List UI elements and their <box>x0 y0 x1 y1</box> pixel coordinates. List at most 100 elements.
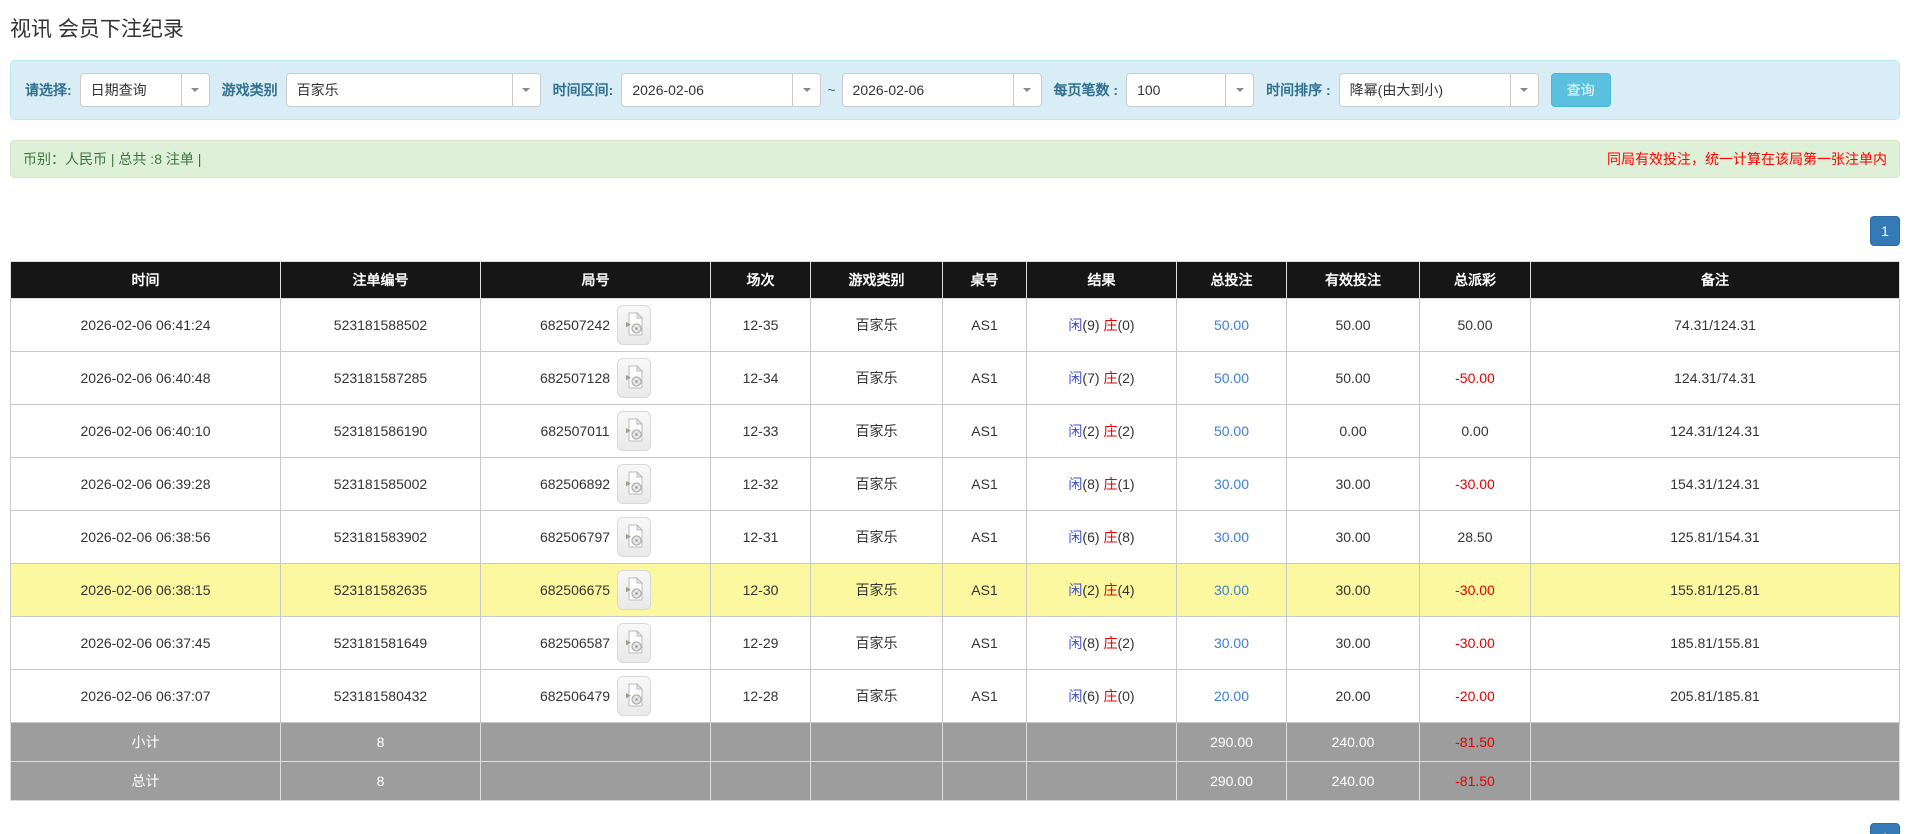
video-icon <box>624 523 644 551</box>
video-replay-button[interactable] <box>617 305 652 345</box>
cell-result: 闲(9) 庄(0) <box>1026 298 1177 352</box>
round-id-text: 682507011 <box>540 423 610 439</box>
cell-table-no: AS1 <box>942 351 1027 405</box>
result-player: 闲 <box>1068 423 1083 439</box>
round-id-text: 682506587 <box>539 635 611 651</box>
subtotal-row-cell <box>1530 722 1900 762</box>
cell-round-id: 682507128 <box>480 351 711 405</box>
cell-round-id: 682506587 <box>480 616 711 670</box>
round-id-text: 682507242 <box>539 317 611 333</box>
video-icon <box>624 682 644 710</box>
total-bet-link[interactable]: 50.00 <box>1213 370 1250 386</box>
total-bet-link[interactable]: 30.00 <box>1213 582 1250 598</box>
subtotal-row: 小计 8 290.00 240.00 -81.50 <box>10 722 1900 762</box>
page-size-select[interactable]: 100 <box>1126 73 1255 107</box>
cell-remark: 155.81/125.81 <box>1530 563 1900 617</box>
query-type-value: 日期查询 <box>90 82 147 98</box>
page: 视讯 会员下注纪录 请选择: 日期查询 游戏类别 百家乐 时间区间: 2026-… <box>0 16 1910 834</box>
chevron-down-icon <box>1012 74 1041 106</box>
table-row: 2026-02-06 06:37:07 523181580432 682506479… <box>10 669 1900 723</box>
total-row-cell: 240.00 <box>1286 761 1420 801</box>
result-banker: 庄 <box>1103 317 1118 333</box>
cell-total-bet: 30.00 <box>1176 616 1287 670</box>
cell-time: 2026-02-06 06:39:28 <box>10 457 281 511</box>
chevron-down-icon <box>180 74 209 106</box>
page-size-label: 每页笔数 : <box>1053 82 1119 98</box>
date-from-select[interactable]: 2026-02-06 <box>621 73 822 107</box>
cell-round-id: 682507242 <box>480 298 711 352</box>
chevron-down-icon <box>511 74 540 106</box>
cell-bet-id: 523181581649 <box>280 616 481 670</box>
cell-bet-id: 523181585002 <box>280 457 481 511</box>
cell-game-type: 百家乐 <box>810 563 943 617</box>
cell-table-no: AS1 <box>942 563 1027 617</box>
total-bet-link[interactable]: 30.00 <box>1213 476 1250 492</box>
cell-total-bet: 50.00 <box>1176 298 1287 352</box>
total-bet-link[interactable]: 30.00 <box>1213 529 1250 545</box>
total-row-cell <box>1026 761 1177 801</box>
total-bet-link[interactable]: 50.00 <box>1213 317 1250 333</box>
cell-result: 闲(7) 庄(2) <box>1026 351 1177 405</box>
query-type-label: 请选择: <box>25 82 72 98</box>
date-range-label: 时间区间: <box>552 82 614 98</box>
cell-round-id: 682506479 <box>480 669 711 723</box>
cell-total-bet: 30.00 <box>1176 510 1287 564</box>
chevron-down-icon <box>1509 74 1538 106</box>
round-id-text: 682506797 <box>539 529 611 545</box>
table-body: 2026-02-06 06:41:24 523181588502 682507242… <box>10 298 1900 801</box>
video-replay-button[interactable] <box>617 570 652 610</box>
total-row: 总计 8 290.00 240.00 -81.50 <box>10 761 1900 801</box>
cell-game-type: 百家乐 <box>810 351 943 405</box>
search-button[interactable]: 查询 <box>1550 73 1611 107</box>
result-banker: 庄 <box>1103 635 1118 651</box>
total-bet-link[interactable]: 20.00 <box>1213 688 1250 704</box>
video-replay-button[interactable] <box>617 464 652 504</box>
round-id-text: 682507128 <box>539 370 611 386</box>
video-icon <box>624 576 644 604</box>
cell-time: 2026-02-06 06:40:10 <box>10 404 281 458</box>
cell-result: 闲(8) 庄(1) <box>1026 457 1177 511</box>
total-bet-link[interactable]: 30.00 <box>1213 635 1250 651</box>
cell-total-bet: 30.00 <box>1176 457 1287 511</box>
pagination-page-button[interactable]: 1 <box>1870 823 1900 834</box>
video-replay-button[interactable] <box>617 358 652 398</box>
result-player: 闲 <box>1068 635 1083 651</box>
video-replay-button[interactable] <box>616 411 651 451</box>
result-banker: 庄 <box>1103 529 1118 545</box>
cell-session: 12-30 <box>710 563 811 617</box>
cell-game-type: 百家乐 <box>810 457 943 511</box>
date-to-select[interactable]: 2026-02-06 <box>841 73 1042 107</box>
video-replay-button[interactable] <box>617 676 652 716</box>
total-row-cell: 总计 <box>10 761 281 801</box>
cell-bet-id: 523181586190 <box>280 404 481 458</box>
total-row-cell <box>810 761 943 801</box>
cell-round-id: 682506675 <box>480 563 711 617</box>
cell-game-type: 百家乐 <box>810 298 943 352</box>
video-replay-button[interactable] <box>617 623 652 663</box>
cell-result: 闲(2) 庄(4) <box>1026 563 1177 617</box>
cell-remark: 124.31/124.31 <box>1530 404 1900 458</box>
cell-payout: 0.00 <box>1419 404 1531 458</box>
pagination-page-button[interactable]: 1 <box>1870 216 1900 246</box>
cell-remark: 124.31/74.31 <box>1530 351 1900 405</box>
subtotal-row-cell <box>1026 722 1177 762</box>
cell-valid-bet: 30.00 <box>1286 457 1420 511</box>
column-header: 结果 <box>1026 261 1177 299</box>
subtotal-row-cell: 8 <box>280 722 481 762</box>
video-icon <box>624 629 644 657</box>
column-header: 时间 <box>10 261 281 299</box>
result-banker: 庄 <box>1103 688 1118 704</box>
column-header: 场次 <box>710 261 811 299</box>
cell-time: 2026-02-06 06:37:07 <box>10 669 281 723</box>
total-bet-link[interactable]: 50.00 <box>1213 423 1250 439</box>
column-header: 有效投注 <box>1286 261 1420 299</box>
video-icon <box>624 311 644 339</box>
query-type-select[interactable]: 日期查询 <box>79 73 210 107</box>
cell-valid-bet: 30.00 <box>1286 616 1420 670</box>
column-header: 桌号 <box>942 261 1027 299</box>
game-type-select[interactable]: 百家乐 <box>285 73 541 107</box>
cell-result: 闲(2) 庄(2) <box>1026 404 1177 458</box>
round-id-text: 682506479 <box>539 688 611 704</box>
sort-order-select[interactable]: 降幂(由大到小) <box>1338 73 1539 107</box>
video-replay-button[interactable] <box>617 517 652 557</box>
